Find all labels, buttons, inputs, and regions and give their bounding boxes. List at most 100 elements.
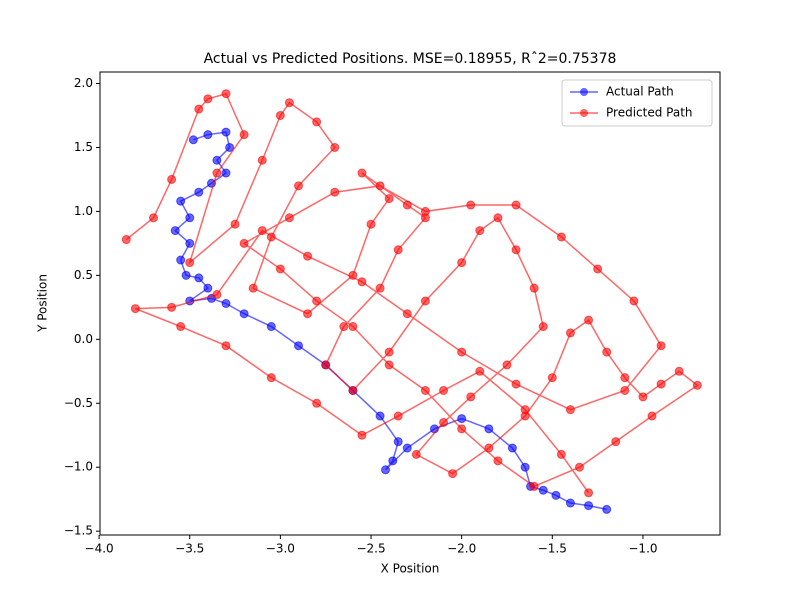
marker	[388, 456, 398, 466]
marker	[167, 302, 177, 312]
marker	[303, 309, 313, 319]
marker	[303, 251, 313, 261]
marker	[393, 245, 403, 255]
marker	[381, 465, 391, 475]
marker	[402, 443, 412, 453]
marker	[239, 130, 249, 140]
marker	[692, 380, 702, 390]
marker	[275, 110, 285, 120]
marker	[593, 264, 603, 274]
marker	[203, 130, 213, 140]
marker	[312, 117, 322, 127]
y-tick-label: 1.5	[74, 140, 93, 154]
marker	[181, 270, 191, 280]
marker	[221, 299, 231, 308]
x-tick-label: −2.5	[356, 542, 385, 556]
legend-marker	[580, 88, 588, 96]
marker	[148, 213, 158, 223]
marker	[520, 405, 530, 415]
marker	[176, 322, 186, 332]
marker	[294, 341, 304, 351]
marker	[348, 270, 358, 280]
marker	[484, 443, 494, 453]
legend-marker	[580, 109, 588, 117]
marker	[225, 142, 235, 152]
x-tick-label: −1.5	[538, 542, 567, 556]
marker	[167, 174, 177, 184]
marker	[620, 373, 630, 383]
marker	[284, 98, 294, 108]
marker	[511, 200, 521, 210]
marker	[584, 488, 594, 498]
marker	[565, 498, 575, 508]
marker	[393, 437, 403, 447]
marker	[221, 127, 231, 137]
marker	[121, 235, 131, 245]
marker	[275, 264, 285, 274]
series-line	[125, 92, 699, 494]
series-line	[174, 131, 607, 511]
marker	[312, 296, 322, 306]
marker	[130, 304, 140, 314]
marker	[575, 462, 585, 472]
marker	[457, 258, 467, 268]
marker	[629, 296, 639, 306]
marker	[565, 405, 575, 415]
marker	[493, 456, 503, 466]
marker	[674, 366, 684, 376]
marker	[375, 181, 385, 191]
marker	[638, 392, 648, 402]
marker	[547, 373, 557, 383]
plot-frame	[99, 71, 721, 536]
marker	[507, 443, 517, 453]
marker	[420, 206, 430, 216]
marker	[475, 226, 485, 236]
marker	[457, 424, 467, 434]
y-axis-label: Y Position	[36, 274, 50, 333]
marker	[611, 437, 621, 447]
marker	[348, 322, 358, 332]
legend-label: Predicted Path	[606, 106, 693, 120]
marker	[348, 385, 358, 395]
marker	[188, 135, 198, 145]
marker	[312, 398, 322, 408]
marker	[194, 273, 204, 283]
legend-box	[561, 79, 713, 127]
marker	[529, 481, 539, 491]
marker	[203, 283, 213, 293]
marker	[439, 385, 449, 395]
marker	[584, 315, 594, 325]
marker	[402, 200, 412, 210]
x-tick-label: −4.0	[85, 542, 114, 556]
marker	[656, 341, 666, 351]
y-tick-label: −0.5	[64, 396, 93, 410]
marker	[551, 490, 561, 500]
marker	[402, 309, 412, 319]
marker	[330, 187, 340, 197]
marker	[420, 296, 430, 306]
marker	[384, 194, 394, 204]
marker	[257, 155, 267, 165]
marker	[185, 238, 195, 248]
marker	[493, 213, 503, 223]
legend-label: Actual Path	[606, 85, 674, 99]
marker	[357, 168, 367, 178]
marker	[529, 283, 539, 293]
y-tick-label: 2.0	[74, 76, 93, 90]
marker	[239, 309, 249, 319]
marker	[212, 155, 222, 165]
x-tick-label: −2.0	[447, 542, 476, 556]
marker	[230, 219, 240, 229]
marker	[538, 322, 548, 332]
marker	[448, 469, 458, 479]
y-tick-label: 0.5	[74, 268, 93, 282]
marker	[330, 142, 340, 152]
x-tick-label: −3.5	[175, 542, 204, 556]
chart-title: Actual vs Predicted Positions. MSE=0.189…	[204, 51, 617, 67]
marker	[194, 187, 204, 197]
y-tick-label: 0.0	[74, 332, 93, 346]
marker	[339, 322, 349, 332]
marker	[466, 200, 476, 210]
marker	[556, 449, 566, 459]
